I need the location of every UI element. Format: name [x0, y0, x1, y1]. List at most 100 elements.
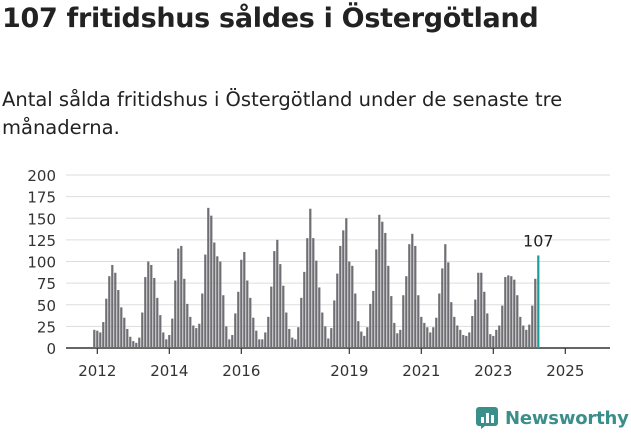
bar — [276, 239, 279, 348]
bar — [132, 341, 135, 348]
bar — [456, 325, 459, 348]
bar — [426, 327, 429, 348]
bar — [444, 244, 447, 348]
bar — [411, 233, 414, 348]
bar — [108, 276, 111, 348]
bar — [114, 272, 117, 348]
bar — [453, 316, 456, 348]
bar — [534, 278, 537, 348]
bar — [462, 335, 465, 348]
y-tick-label: 25 — [37, 318, 56, 336]
bar — [252, 317, 255, 348]
bar — [255, 330, 258, 348]
bar — [294, 339, 297, 348]
bar — [330, 328, 333, 348]
bar — [123, 317, 126, 348]
bar — [270, 286, 273, 348]
bar — [498, 325, 501, 348]
chart-subtitle: Antal sålda fritidshus i Östergötland un… — [2, 88, 563, 139]
bar — [504, 277, 507, 348]
bar — [243, 251, 246, 348]
y-tick-label: 200 — [27, 167, 56, 185]
brand-name: Newsworthy — [505, 407, 629, 429]
bar — [201, 293, 204, 348]
bar — [396, 333, 399, 348]
bar — [153, 277, 156, 348]
bar — [366, 327, 369, 348]
bar — [471, 315, 474, 348]
bar — [501, 305, 504, 348]
bar — [387, 265, 390, 348]
bar — [159, 315, 162, 348]
bar — [363, 335, 366, 348]
bar — [126, 328, 129, 348]
bar — [489, 334, 492, 348]
bar — [279, 264, 282, 348]
bar — [312, 238, 315, 348]
bar — [402, 295, 405, 348]
bar — [195, 328, 198, 348]
bar — [321, 312, 324, 348]
bar — [102, 322, 105, 348]
bar — [120, 307, 123, 348]
bar — [282, 285, 285, 348]
bar — [300, 297, 303, 348]
bar — [354, 293, 357, 348]
bar — [156, 297, 159, 348]
bar — [135, 342, 138, 348]
bar — [483, 291, 486, 348]
bar — [345, 218, 348, 348]
bar — [438, 293, 441, 348]
bar — [258, 339, 261, 348]
bar — [186, 303, 189, 348]
bar — [351, 265, 354, 348]
bar — [480, 272, 483, 348]
newsworthy-brand: Newsworthy — [476, 407, 629, 429]
bar — [429, 332, 432, 348]
bar — [495, 329, 498, 348]
bar — [222, 295, 225, 348]
bar — [288, 328, 291, 348]
bar — [210, 215, 213, 348]
bar — [141, 312, 144, 348]
bar — [390, 296, 393, 348]
bar — [306, 238, 309, 348]
bar — [435, 317, 438, 348]
bar — [291, 337, 294, 348]
bar — [147, 261, 150, 348]
bar — [111, 264, 114, 348]
bar — [309, 208, 312, 348]
bar — [219, 261, 222, 348]
y-tick-label: 50 — [37, 297, 56, 315]
bar — [441, 268, 444, 348]
bar — [531, 305, 534, 348]
y-tick-label: 75 — [37, 275, 56, 293]
bar — [405, 276, 408, 348]
bar — [165, 339, 168, 348]
bar — [375, 249, 378, 348]
bar — [168, 335, 171, 348]
bar — [204, 254, 207, 348]
bar — [240, 259, 243, 348]
bar — [399, 329, 402, 348]
bar — [315, 260, 318, 348]
x-tick-label: 2021 — [402, 362, 440, 380]
bar — [231, 335, 234, 348]
bar — [492, 335, 495, 348]
bar — [303, 271, 306, 348]
bar — [297, 327, 300, 348]
bar — [183, 278, 186, 348]
y-tick-label: 100 — [27, 254, 56, 272]
bar — [150, 264, 153, 348]
y-tick-label: 150 — [27, 210, 56, 228]
bar — [339, 245, 342, 348]
highlight-value-label: 107 — [523, 231, 554, 250]
bar — [93, 329, 96, 348]
bar — [327, 338, 330, 348]
bar — [447, 262, 450, 348]
bar — [414, 245, 417, 348]
bar — [516, 295, 519, 348]
newsworthy-logo-icon — [476, 407, 498, 429]
bar — [162, 332, 165, 348]
bar — [207, 207, 210, 348]
